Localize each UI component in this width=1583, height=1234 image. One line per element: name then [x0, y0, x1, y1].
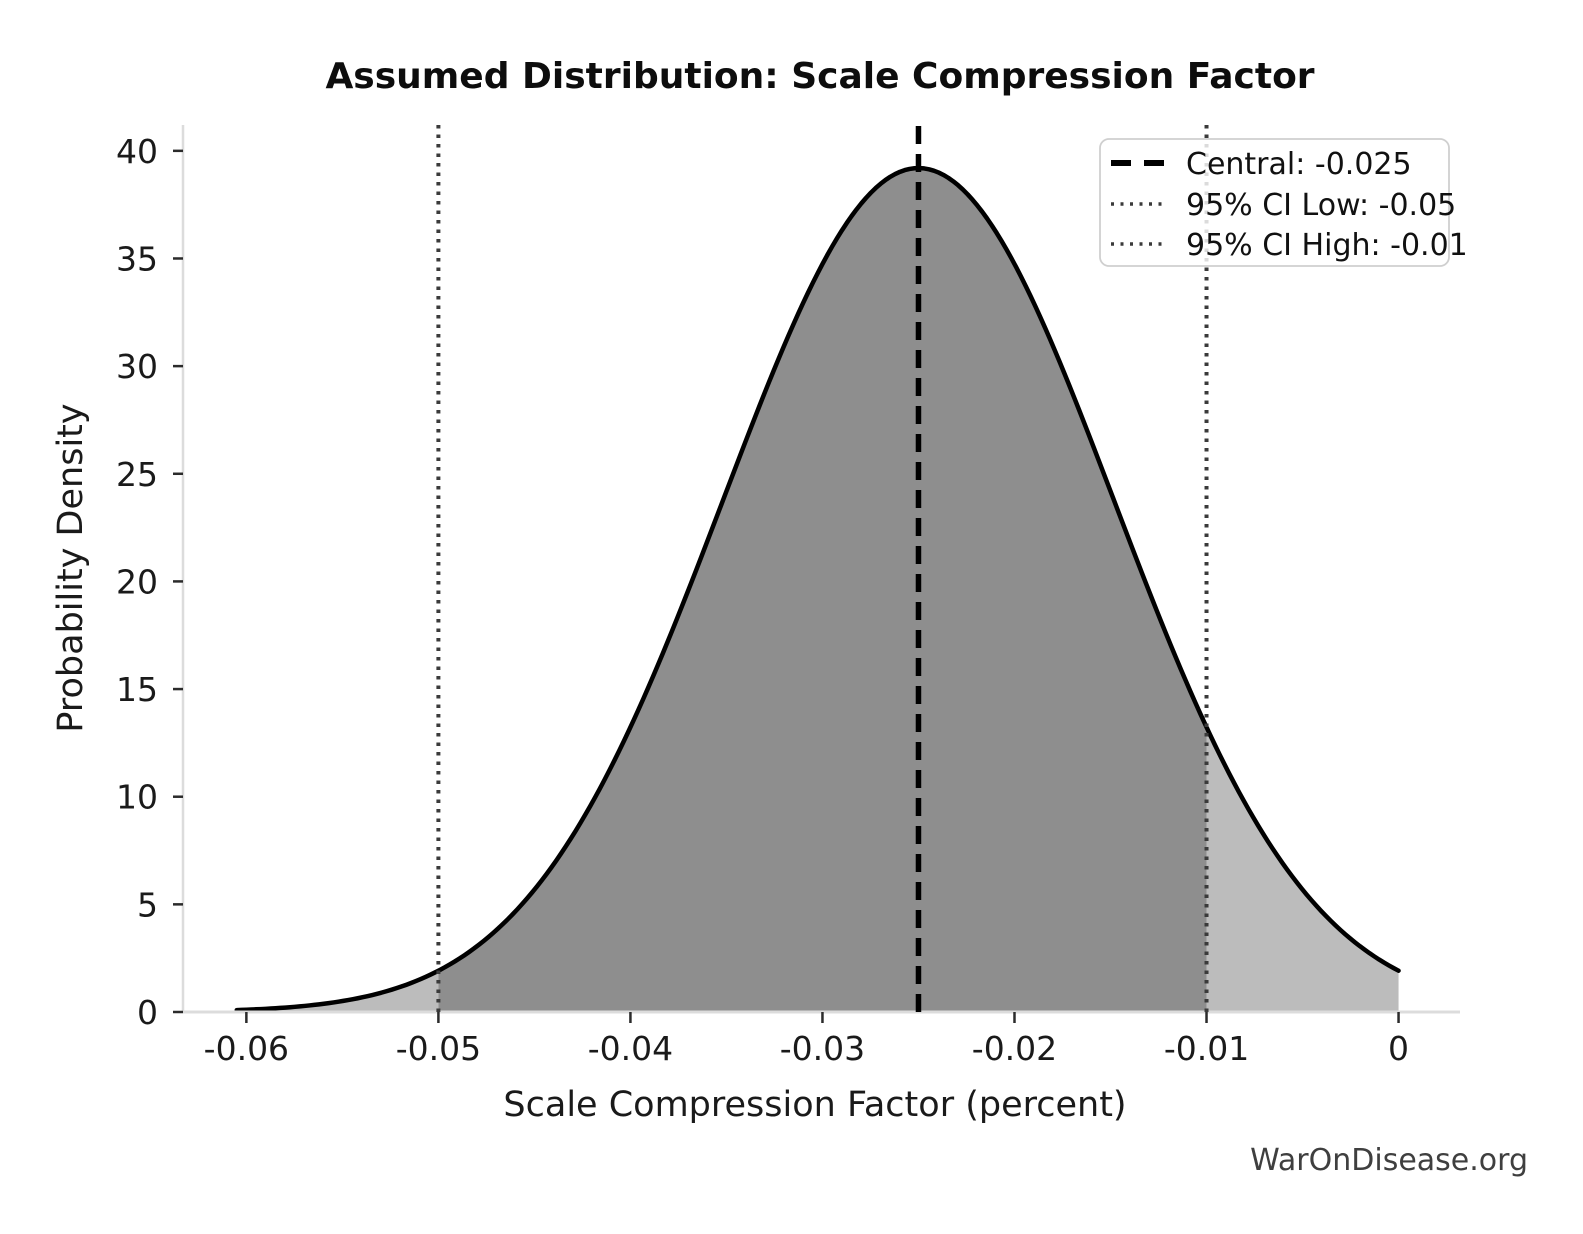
y-tick-label: 5 [137, 885, 158, 924]
y-tick-label: 25 [116, 455, 158, 494]
x-axis-label: Scale Compression Factor (percent) [503, 1085, 1126, 1125]
legend-label-ci-low: 95% CI Low: -0.05 [1186, 188, 1456, 223]
y-tick-label: 35 [116, 239, 158, 278]
legend-label-ci-high: 95% CI High: -0.01 [1186, 228, 1468, 263]
y-tick-label: 15 [116, 670, 158, 709]
density-region-ci-region [438, 168, 1207, 1013]
legend-box [1099, 138, 1450, 267]
legend: Central: -0.025 95% CI Low: -0.05 95% CI… [1099, 138, 1468, 267]
y-tick-label: 0 [137, 993, 158, 1032]
watermark: WarOnDisease.org [1250, 1143, 1528, 1178]
x-tick-label: -0.03 [780, 1029, 865, 1068]
chart-title: Assumed Distribution: Scale Compression … [325, 56, 1314, 97]
plot-area [234, 165, 1401, 1013]
x-tick-label: -0.05 [396, 1029, 481, 1068]
y-tick-label: 20 [116, 562, 158, 601]
density-region-left-tail [236, 970, 439, 1012]
x-tick-label: -0.02 [972, 1029, 1057, 1068]
y-tick-label: 40 [116, 132, 158, 171]
reference-lines [436, 125, 1209, 1012]
y-tick-label: 10 [116, 778, 158, 817]
y-axis-label: Probability Density [51, 403, 91, 732]
legend-label-central: Central: -0.025 [1186, 147, 1412, 182]
y-tick-label: 30 [116, 347, 158, 386]
x-tick-label: -0.04 [588, 1029, 673, 1068]
x-tick-label: 0 [1388, 1029, 1409, 1068]
x-tick-label: -0.01 [1164, 1029, 1249, 1068]
density-region-right-tail [1206, 727, 1399, 1012]
x-tick-label: -0.06 [204, 1029, 289, 1068]
axes: -0.06 -0.05 -0.04 -0.03 -0.02 -0.01 0 0 5 10 15 20 2… [116, 125, 1460, 1068]
